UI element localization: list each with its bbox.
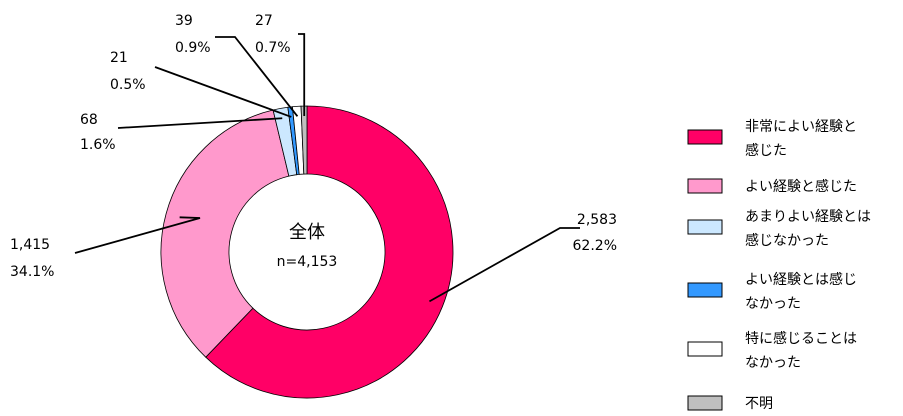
slice-1-legend-label: 非常によい経験と <box>745 119 857 135</box>
slice-4-legend-swatch <box>687 282 723 298</box>
data-labels: 2,583 62.2% 1,415 34.1% 68 1.6% 21 0.5% 39 0.9% 27… <box>10 13 617 280</box>
slice-4-percent-label: 0.5% <box>110 77 146 93</box>
slice-5-legend-swatch <box>687 341 723 357</box>
slice-5-legend-label: なかった <box>745 355 801 371</box>
slice-2-leader-line <box>74 216 201 254</box>
slice-1-segment <box>205 105 454 399</box>
slice-3-percent-label: 1.6% <box>80 137 116 153</box>
slice-4-legend-label: なかった <box>745 296 801 312</box>
slice-4-count-label: 21 <box>110 50 128 66</box>
slice-6-segment <box>300 105 308 175</box>
slice-5-percent-label: 0.9% <box>175 40 211 56</box>
slice-3-legend-label: 感じなかった <box>745 232 829 249</box>
slice-1-percent-label: 62.2% <box>573 238 617 254</box>
slice-3-legend-swatch <box>687 219 723 235</box>
leader-lines <box>74 33 580 303</box>
slice-2-segment <box>160 109 290 358</box>
slice-2-legend-swatch <box>687 178 723 194</box>
donut-slices <box>160 105 454 399</box>
slice-3-legend-label: あまりよい経験とは <box>745 209 871 225</box>
slice-1-leader-line <box>428 227 580 303</box>
slice-2-percent-label: 34.1% <box>10 264 54 280</box>
slice-2-legend-label: よい経験と感じた <box>745 178 857 195</box>
slice-5-leader-line <box>215 36 299 117</box>
slice-6-percent-label: 0.7% <box>255 40 291 56</box>
slice-6-legend-swatch <box>687 395 723 411</box>
slice-5-legend-label: 特に感じることは <box>745 330 857 347</box>
slice-3-count-label: 68 <box>80 112 98 128</box>
slice-1-count-label: 2,583 <box>577 212 617 228</box>
slice-6-count-label: 27 <box>255 13 273 29</box>
slice-6-leader-line <box>298 33 306 117</box>
slice-2-count-label: 1,415 <box>10 237 50 253</box>
slice-3-leader-line <box>117 117 283 129</box>
slice-6-legend-label: 不明 <box>745 396 773 412</box>
slice-5-count-label: 39 <box>175 13 193 29</box>
slice-4-leader-line <box>154 66 292 118</box>
legend: 非常によい経験と感じたよい経験と感じたあまりよい経験とは感じなかったよい経験とは… <box>687 119 871 412</box>
slice-4-legend-label: よい経験とは感じ <box>745 271 857 288</box>
center-title: 全体 <box>289 222 325 243</box>
slice-1-legend-swatch <box>687 129 723 145</box>
slice-1-legend-label: 感じた <box>745 142 787 159</box>
center-subtitle: n=4,153 <box>277 254 338 270</box>
